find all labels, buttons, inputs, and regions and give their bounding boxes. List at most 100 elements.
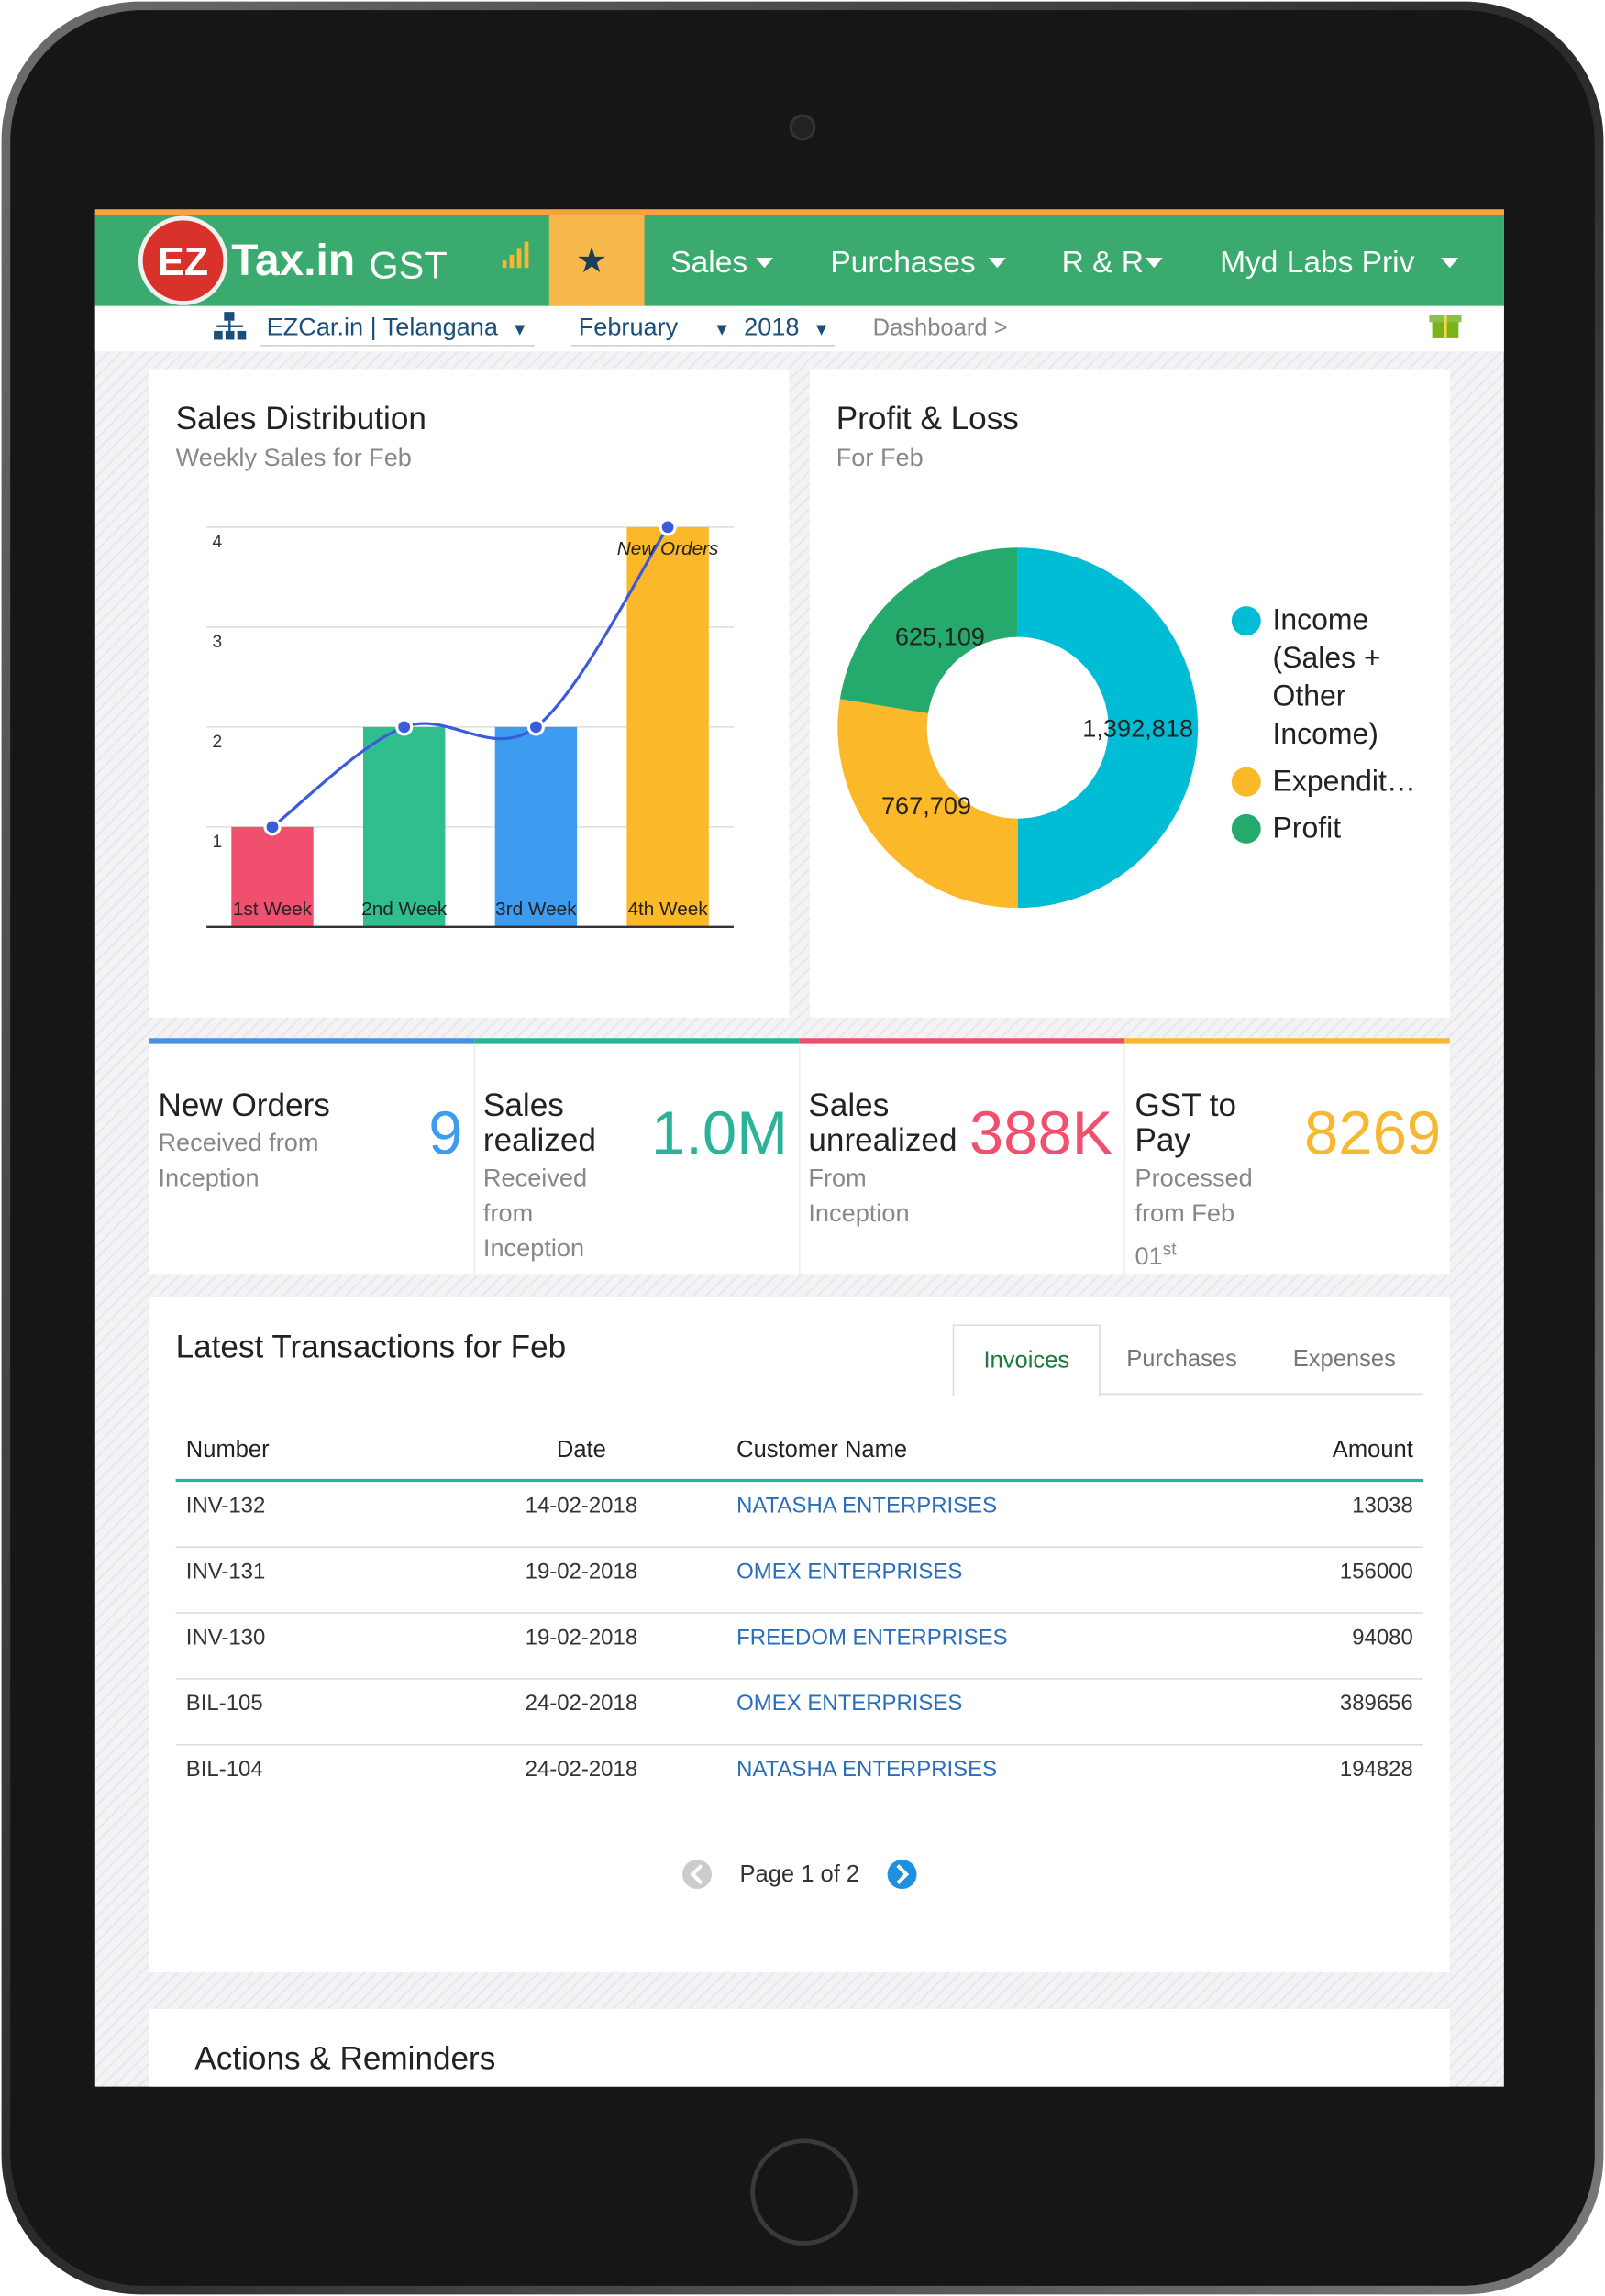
legend-swatch <box>1231 767 1261 797</box>
tab[interactable]: Purchases <box>1126 1346 1237 1372</box>
next-page[interactable] <box>887 1860 917 1890</box>
data-label: 1,392,818 <box>1082 713 1193 742</box>
column-header: Amount <box>1332 1438 1413 1463</box>
legend-swatch <box>1231 813 1261 844</box>
logo-gst: GST <box>369 243 447 286</box>
line-point <box>263 818 282 836</box>
card <box>149 1297 1450 1973</box>
column-header: Customer Name <box>736 1438 908 1463</box>
customer-link[interactable]: FREEDOM ENTERPRISES <box>736 1625 1008 1650</box>
x-tick-label: 1st Week <box>233 899 313 920</box>
table-cell: 94080 <box>1352 1625 1413 1650</box>
star-icon: ★ <box>576 241 607 281</box>
y-tick-label: 3 <box>213 633 223 652</box>
table-cell: 24-02-2018 <box>525 1691 638 1716</box>
month-select[interactable]: February <box>579 313 679 341</box>
kpi-stripe <box>1124 1038 1450 1044</box>
column-header: Number <box>185 1438 270 1463</box>
table-cell: 24-02-2018 <box>525 1757 638 1783</box>
kpi-title: New Orders <box>158 1086 330 1123</box>
table-cell: INV-132 <box>185 1493 266 1519</box>
nav-item[interactable]: R & R <box>1062 246 1144 280</box>
tab-active-mask <box>955 1387 1099 1397</box>
logo-tax: Tax.in <box>231 237 355 285</box>
logo-ez: EZ <box>158 240 208 284</box>
prev-arrow <box>690 1864 703 1885</box>
camera <box>789 114 816 141</box>
nav-item[interactable]: Sales <box>670 246 747 280</box>
table-cell: INV-130 <box>185 1625 266 1650</box>
kpi-subtitle: Processed from Feb 01st <box>1135 1164 1253 1271</box>
bar <box>626 526 709 927</box>
row-divider <box>175 1612 1424 1614</box>
table-cell: 13038 <box>1352 1493 1413 1519</box>
nav-item[interactable]: Purchases <box>830 246 975 280</box>
signal-icon <box>502 241 529 269</box>
legend: Income (Sales + Other Income) Expendit… Pr… <box>1231 602 1437 856</box>
legend-label: Income (Sales + Other Income) <box>1272 604 1381 752</box>
legend-item[interactable]: Income (Sales + Other Income) <box>1231 602 1437 754</box>
prev-page[interactable] <box>682 1860 713 1890</box>
gift-icon[interactable] <box>1429 315 1462 338</box>
customer-link[interactable]: NATASHA ENTERPRISES <box>736 1757 998 1783</box>
row-divider <box>175 1678 1424 1680</box>
org-icon <box>214 312 247 340</box>
y-tick-label: 4 <box>213 533 223 552</box>
legend-item[interactable]: Profit <box>1231 810 1437 848</box>
dropdown-caret: ▼ <box>714 321 731 340</box>
legend-item[interactable]: Expendit… <box>1231 763 1437 801</box>
section-title: Actions & Reminders <box>194 2040 495 2076</box>
series-label: New Orders <box>617 538 719 559</box>
line-point <box>659 518 677 536</box>
y-tick-label: 1 <box>213 833 223 852</box>
legend-label: Expendit… <box>1272 766 1416 799</box>
donut-slice <box>837 699 1018 909</box>
logo-badge <box>138 215 228 305</box>
line-series <box>271 526 670 829</box>
table-cell: 14-02-2018 <box>525 1493 638 1519</box>
row-divider <box>175 1743 1424 1746</box>
dropdown-caret: ▼ <box>511 321 528 340</box>
bar <box>362 726 446 927</box>
line-point <box>526 718 545 736</box>
y-tick-label: 2 <box>213 733 223 752</box>
year-select[interactable]: 2018 <box>744 313 799 341</box>
pagination: Page 1 of 2 <box>740 1861 860 1887</box>
home-button[interactable] <box>750 2138 858 2246</box>
dropdown-caret: ▼ <box>813 321 830 340</box>
superscript: st <box>1162 1239 1177 1260</box>
table-cell: INV-131 <box>185 1559 266 1584</box>
breadcrumb[interactable]: Dashboard > <box>873 315 1008 341</box>
chart-subtitle: For Feb <box>836 443 924 471</box>
kpi-stripe <box>149 1038 475 1044</box>
kpi-subtitle: Received from Inception <box>158 1129 319 1192</box>
customer-link[interactable]: OMEX ENTERPRISES <box>736 1691 963 1716</box>
kpi-value: 1.0M <box>650 1098 789 1167</box>
data-label: 625,109 <box>895 623 985 651</box>
kpi-stripe <box>799 1038 1125 1044</box>
table-cell: 19-02-2018 <box>525 1625 638 1650</box>
favorites-button[interactable] <box>548 215 645 306</box>
donut-slice <box>1017 547 1199 909</box>
bar <box>231 826 314 927</box>
table-cell: 156000 <box>1339 1559 1413 1584</box>
customer-link[interactable]: OMEX ENTERPRISES <box>736 1559 963 1584</box>
nav-item[interactable]: Myd Labs Priv <box>1220 246 1415 280</box>
tab-active[interactable] <box>952 1324 1101 1396</box>
tab[interactable]: Invoices <box>983 1348 1069 1374</box>
kpi-stripe <box>474 1038 800 1044</box>
company-select[interactable]: EZCar.in | Telangana <box>267 313 499 341</box>
line-point <box>395 718 414 736</box>
kpi-subtitle: Received from Inception <box>482 1164 588 1263</box>
dropdown-caret <box>755 258 774 269</box>
kpi-title: GST to Pay <box>1135 1086 1237 1159</box>
kpi-title: Sales realized <box>482 1086 596 1159</box>
donut-slice <box>839 547 1018 713</box>
x-tick-label: 2nd Week <box>361 899 448 920</box>
customer-link[interactable]: NATASHA ENTERPRISES <box>736 1493 998 1519</box>
kpi-value: 388K <box>969 1098 1113 1167</box>
tab[interactable]: Expenses <box>1293 1346 1396 1372</box>
top-stripe <box>94 209 1504 215</box>
